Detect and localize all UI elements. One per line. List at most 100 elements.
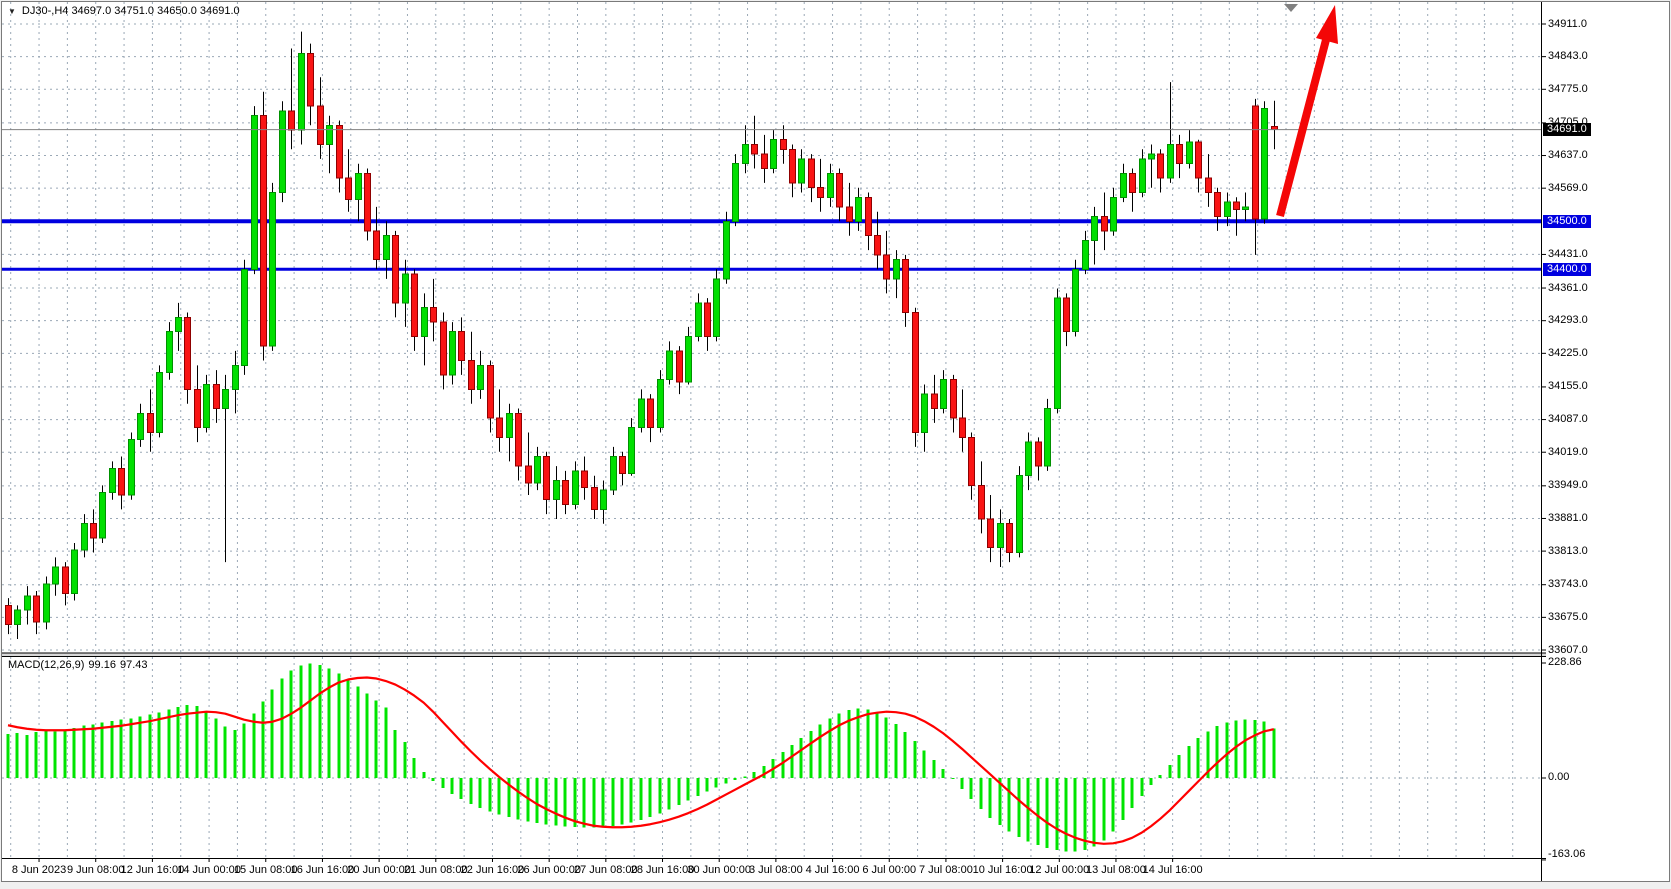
candle-bear (373, 230, 380, 261)
macd-histogram-bar (714, 778, 718, 788)
candle-bull (610, 456, 617, 491)
candle-bear (1101, 216, 1108, 232)
macd-histogram-bar (894, 724, 898, 778)
candle-bear (1006, 523, 1013, 554)
price-axis-label: 34019.0 (1548, 445, 1588, 458)
candle-bull (638, 398, 645, 429)
candle-bull (713, 278, 720, 338)
candle-bull (52, 566, 59, 585)
candle-bull (269, 192, 276, 347)
macd-histogram-bar (138, 716, 142, 778)
macd-histogram-bar (280, 678, 284, 778)
candle-bear (184, 316, 191, 390)
macd-histogram-bar (658, 778, 662, 814)
candle-bear (912, 312, 919, 434)
macd-histogram-bar (696, 778, 700, 797)
macd-histogram-bar (601, 778, 605, 828)
macd-histogram-bar (261, 701, 265, 778)
macd-histogram-bar (1206, 731, 1210, 778)
candle-bull (137, 412, 144, 441)
macd-axis-zero: 0.00 (1548, 771, 1570, 783)
macd-histogram-bar (516, 778, 520, 820)
macd-histogram-bar (119, 719, 123, 778)
time-axis-label: 14 Jun 00:00 (177, 864, 241, 876)
chart-shift-marker-icon[interactable] (1284, 4, 1298, 12)
time-axis-label: 30 Jun 00:00 (687, 864, 751, 876)
arrow-shaft[interactable] (1276, 34, 1331, 218)
macd-histogram-bar (554, 778, 558, 826)
candle-bear (392, 235, 399, 304)
macd-histogram-bar (790, 744, 794, 778)
price-axis-label: 34225.0 (1548, 346, 1588, 359)
candle-bull (1242, 206, 1249, 210)
time-axis-label: 4 Jul 16:00 (805, 864, 860, 876)
macd-histogram-bar (384, 707, 388, 778)
macd-histogram-bar (677, 778, 681, 806)
time-axis-label: 28 Jun 16:00 (630, 864, 695, 876)
macd-histogram-bar (365, 693, 369, 778)
candle-bull (43, 583, 50, 623)
candle-bear (90, 523, 97, 539)
macd-histogram-bar (1130, 778, 1134, 809)
macd-histogram-bar (724, 778, 728, 784)
candle-bull (241, 268, 248, 366)
macd-histogram-bar (951, 778, 955, 780)
horizontal-line-objects[interactable] (2, 219, 1541, 271)
candle-bear (581, 470, 588, 489)
macd-histogram-bar (308, 663, 312, 778)
macd-histogram-bar (1036, 778, 1040, 845)
candle-bear (676, 350, 683, 383)
macd-name: MACD(12,26,9) (8, 659, 85, 671)
macd-histogram-bar (1026, 778, 1030, 842)
candle-bull (685, 336, 692, 383)
macd-histogram-bar (242, 723, 246, 778)
time-axis-label: 20 Jun 00:00 (347, 864, 411, 876)
candle-bull (1054, 297, 1061, 410)
macd-histogram-bar (526, 778, 530, 822)
time-axis-label: 3 Jul 08:00 (748, 864, 803, 876)
candle-bear (846, 206, 853, 222)
candle-bear (789, 148, 796, 184)
candle-bull (175, 316, 182, 333)
candle-bear (525, 465, 532, 484)
candle-bull (657, 379, 664, 429)
trend-arrow-object[interactable] (1276, 5, 1338, 218)
candle-bear (147, 412, 154, 434)
candle-bull (553, 480, 560, 501)
macd-histogram-bar (1234, 720, 1238, 778)
time-axis-label: 13 Jul 08:00 (1085, 864, 1146, 876)
panel-splitter[interactable] (2, 653, 1546, 657)
time-axis-label: 9 Jun 08:00 (66, 864, 125, 876)
candle-bear (1035, 441, 1042, 467)
candle-bull (222, 388, 229, 410)
macd-histogram-bar (799, 737, 803, 778)
time-axis-label: 15 Jun 08:00 (233, 864, 298, 876)
candle-bull (1091, 216, 1098, 242)
time-axis-label: 12 Jul 00:00 (1029, 864, 1090, 876)
macd-histogram-bar (573, 778, 577, 828)
candle-bear (307, 52, 314, 107)
candle-bull (732, 163, 739, 222)
macd-histogram-bar (743, 776, 747, 778)
arrow-head-icon[interactable] (1316, 5, 1338, 44)
chevron-down-icon[interactable]: ▼ (8, 7, 16, 16)
candle-bull (477, 364, 484, 390)
candle-bear (213, 384, 220, 410)
time-scale[interactable]: 8 Jun 2023 9 Jun 08:00 12 Jun 16:00 14 Jun … (0, 864, 1671, 880)
macd-histogram-bar (214, 718, 218, 778)
macd-indicator-label: MACD(12,26,9) 99.16 97.43 (8, 659, 151, 671)
macd-histogram-bar (82, 725, 86, 778)
candle-bull (1167, 143, 1174, 179)
macd-histogram-bar (762, 765, 766, 778)
macd-histogram-bar (185, 705, 189, 778)
candle-bear (317, 105, 324, 145)
candle-bear (118, 468, 125, 496)
macd-histogram-bar (988, 778, 992, 819)
candle-bull (298, 52, 305, 131)
candle-bear (458, 331, 465, 362)
macd-histogram-bar (1073, 778, 1077, 852)
macd-histogram-bar (1187, 745, 1191, 778)
candle-bull (251, 115, 258, 270)
macd-histogram-bar (252, 713, 256, 778)
